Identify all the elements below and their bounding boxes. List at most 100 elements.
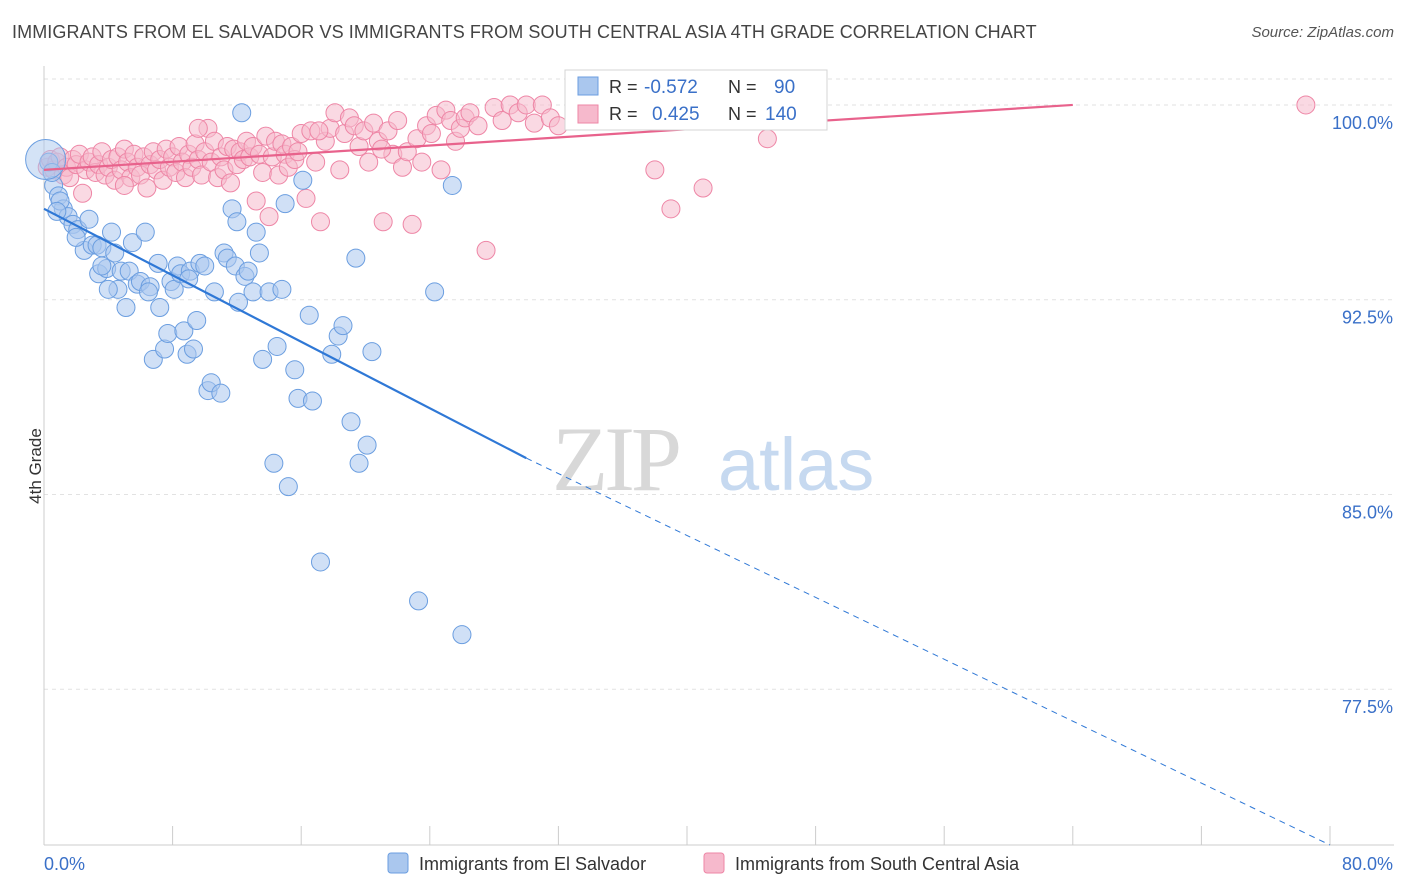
data-point-south-central-asia bbox=[402, 214, 422, 234]
data-point-south-central-asia bbox=[492, 111, 512, 131]
data-point-south-central-asia bbox=[661, 199, 681, 219]
data-point-south-central-asia bbox=[1296, 95, 1316, 115]
legend-blue-swatch bbox=[387, 852, 409, 874]
data-point-south-central-asia bbox=[188, 118, 208, 138]
stats-blue-swatch bbox=[577, 76, 599, 96]
data-point-el-salvador bbox=[362, 342, 382, 362]
stats-pink-n-value: 140 bbox=[765, 104, 797, 125]
trend-line-el-salvador-extension bbox=[526, 457, 1331, 846]
data-point-south-central-asia bbox=[645, 160, 665, 180]
data-point-el-salvador bbox=[349, 453, 369, 473]
data-point-el-salvador bbox=[116, 297, 136, 317]
data-point-south-central-asia bbox=[259, 207, 279, 227]
data-point-south-central-asia bbox=[693, 178, 713, 198]
data-point-el-salvador bbox=[98, 279, 118, 299]
data-point-el-salvador bbox=[238, 261, 258, 281]
data-point-south-central-asia bbox=[468, 116, 488, 136]
data-point-south-central-asia bbox=[364, 113, 384, 133]
data-point-south-central-asia bbox=[309, 121, 329, 141]
data-point-el-salvador bbox=[278, 477, 298, 497]
trend-line-el-salvador bbox=[43, 207, 527, 460]
y-tick-label: 92.5% bbox=[1342, 308, 1393, 328]
stats-pink-r-label: R = bbox=[609, 104, 638, 124]
data-point-el-salvador bbox=[195, 256, 215, 276]
data-point-el-salvador bbox=[293, 170, 313, 190]
data-point-south-central-asia bbox=[306, 152, 326, 172]
watermark-atlas: atlas bbox=[718, 423, 874, 506]
data-point-el-salvador bbox=[92, 256, 112, 276]
data-point-el-salvador bbox=[122, 233, 142, 253]
legend-blue-label: Immigrants from El Salvador bbox=[419, 854, 646, 874]
y-tick-label: 77.5% bbox=[1342, 697, 1393, 717]
tick-labels: 77.5% 85.0% 92.5% 100.0% 0.0% 80.0% bbox=[44, 113, 1393, 874]
stats-box: R = -0.572 N = 90 R = 0.425 N = 140 bbox=[564, 69, 828, 131]
stats-pink-n-label: N = bbox=[728, 104, 757, 124]
data-point-el-salvador bbox=[302, 391, 322, 411]
stats-blue-r-value: -0.572 bbox=[644, 77, 698, 98]
data-point-el-salvador bbox=[333, 316, 353, 336]
data-point-el-salvador bbox=[150, 297, 170, 317]
data-point-south-central-asia bbox=[330, 160, 350, 180]
data-point-south-central-asia bbox=[220, 173, 240, 193]
trend-lines bbox=[43, 103, 1331, 846]
data-point-el-salvador bbox=[138, 282, 158, 302]
data-point-south-central-asia bbox=[246, 191, 266, 211]
data-point-el-salvador bbox=[25, 138, 67, 180]
data-point-el-salvador bbox=[155, 339, 175, 359]
data-point-el-salvador bbox=[174, 321, 194, 341]
data-point-el-salvador bbox=[246, 222, 266, 242]
data-point-el-salvador bbox=[425, 282, 445, 302]
data-point-el-salvador bbox=[249, 243, 269, 263]
data-point-south-central-asia bbox=[288, 142, 308, 162]
data-point-south-central-asia bbox=[253, 162, 273, 182]
data-point-el-salvador bbox=[272, 279, 292, 299]
legend-pink-swatch bbox=[703, 852, 725, 874]
data-point-south-central-asia bbox=[431, 160, 451, 180]
data-point-el-salvador bbox=[275, 194, 295, 214]
data-point-el-salvador bbox=[310, 552, 330, 572]
data-point-el-salvador bbox=[243, 282, 263, 302]
data-point-el-salvador bbox=[267, 336, 287, 356]
chart-title: IMMIGRANTS FROM EL SALVADOR VS IMMIGRANT… bbox=[12, 22, 1037, 42]
x-tick-label: 0.0% bbox=[44, 854, 85, 874]
stats-blue-n-label: N = bbox=[728, 77, 757, 97]
data-point-el-salvador bbox=[442, 175, 462, 195]
data-point-south-central-asia bbox=[516, 95, 536, 115]
y-tick-label: 100.0% bbox=[1332, 113, 1393, 133]
data-point-el-salvador bbox=[346, 248, 366, 268]
data-point-el-salvador bbox=[187, 310, 207, 330]
data-point-el-salvador bbox=[452, 625, 472, 645]
data-point-south-central-asia bbox=[524, 113, 544, 133]
stats-pink-r-value: 0.425 bbox=[652, 104, 700, 125]
data-point-el-salvador bbox=[102, 222, 122, 242]
x-tick-label: 80.0% bbox=[1342, 854, 1393, 874]
watermark-zip: ZIP bbox=[552, 408, 679, 510]
grid-lines bbox=[44, 78, 1394, 690]
source-label: Source: ZipAtlas.com bbox=[1251, 24, 1394, 41]
legend: Immigrants from El Salvador Immigrants f… bbox=[387, 852, 1020, 874]
data-point-el-salvador bbox=[341, 412, 361, 432]
data-point-el-salvador bbox=[179, 269, 199, 289]
axes bbox=[43, 66, 1394, 846]
series-el-salvador bbox=[25, 103, 472, 645]
data-point-el-salvador bbox=[264, 453, 284, 473]
data-point-el-salvador bbox=[285, 360, 305, 380]
data-point-el-salvador bbox=[204, 282, 224, 302]
y-tick-label: 85.0% bbox=[1342, 502, 1393, 522]
data-point-south-central-asia bbox=[73, 183, 93, 203]
data-point-el-salvador bbox=[232, 103, 252, 123]
data-point-south-central-asia bbox=[359, 152, 379, 172]
data-point-el-salvador bbox=[253, 349, 273, 369]
data-point-el-salvador bbox=[135, 222, 155, 242]
data-point-south-central-asia bbox=[476, 240, 496, 260]
data-point-south-central-asia bbox=[421, 124, 441, 144]
data-point-south-central-asia bbox=[137, 178, 157, 198]
data-point-el-salvador bbox=[211, 383, 231, 403]
stats-pink-swatch bbox=[577, 104, 599, 124]
data-point-el-salvador bbox=[79, 209, 99, 229]
data-point-el-salvador bbox=[158, 323, 178, 343]
data-point-el-salvador bbox=[357, 435, 377, 455]
data-point-south-central-asia bbox=[373, 212, 393, 232]
data-point-el-salvador bbox=[66, 227, 86, 247]
